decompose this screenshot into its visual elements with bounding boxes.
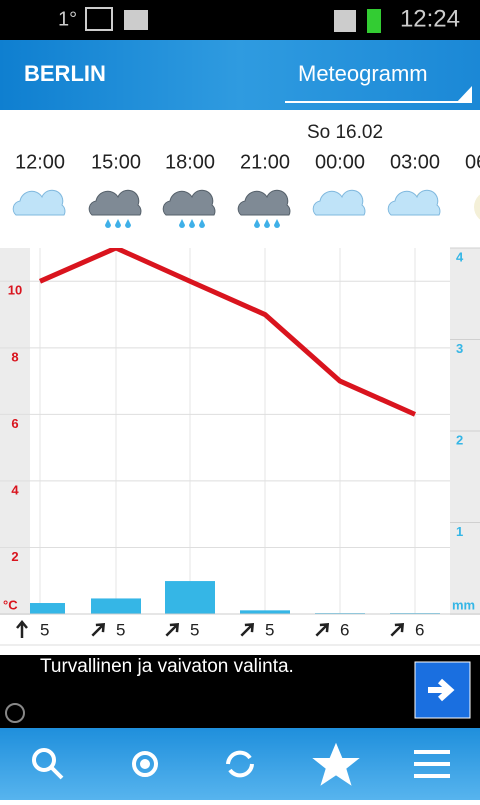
y2-tick-label: 1 — [456, 524, 463, 539]
time-label: 03:00 — [390, 151, 440, 173]
wind-speed: 6 — [340, 620, 349, 639]
weather-icon — [474, 194, 480, 220]
search-button[interactable] — [32, 748, 64, 780]
raindrop — [199, 219, 205, 228]
y-tick-label: 6 — [11, 416, 18, 431]
status-time: 12:24 — [400, 5, 460, 32]
moon — [474, 194, 480, 220]
left-axis-strip — [0, 248, 30, 615]
time-label: 21:00 — [240, 151, 290, 173]
arrow-shape — [165, 622, 180, 637]
precip-bar — [91, 598, 141, 614]
y-tick-label: 2 — [11, 549, 18, 564]
settings-button[interactable] — [414, 750, 450, 778]
wind-speed: 5 — [190, 620, 199, 639]
raindrop — [115, 219, 121, 228]
cloud — [312, 189, 366, 216]
wind-arrow — [91, 622, 106, 637]
signal-icon — [334, 10, 356, 32]
raindrop — [125, 219, 131, 228]
time-label: 15:00 — [91, 151, 141, 173]
wind-arrow — [390, 622, 405, 637]
wind-arrow — [315, 622, 330, 637]
y2-tick-label: 3 — [456, 341, 463, 356]
time-label: 12:00 — [15, 151, 65, 173]
cloud — [387, 189, 441, 216]
ad-info[interactable] — [5, 703, 25, 723]
favorites-button[interactable] — [312, 742, 360, 786]
wind-arrow — [165, 622, 180, 637]
raindrop — [254, 219, 260, 228]
y-tick-label: 10 — [8, 283, 22, 298]
weather-icon — [12, 189, 66, 216]
cloud — [237, 189, 291, 216]
time-label: 18:00 — [165, 151, 215, 173]
y2-tick-label: 2 — [456, 432, 463, 447]
precip-bar — [165, 581, 215, 614]
wind-speed: 5 — [40, 620, 49, 639]
y2-tick-label: 4 — [456, 249, 464, 264]
y-tick-label: 4 — [11, 482, 19, 497]
weather-icon — [387, 189, 441, 216]
plot — [30, 248, 440, 614]
precip-bar — [30, 603, 65, 614]
wind-speed: 6 — [415, 620, 424, 639]
wind-arrow — [240, 622, 255, 637]
city-name[interactable]: BERLIN — [24, 61, 106, 86]
ad-banner[interactable] — [0, 655, 480, 728]
wind-speed: 5 — [265, 620, 274, 639]
temperature-line — [38, 248, 417, 417]
raindrop — [274, 219, 280, 228]
cloud — [88, 189, 142, 216]
arrow-shape — [315, 622, 330, 637]
gallery-icon — [85, 7, 113, 31]
precip-bar — [240, 610, 290, 614]
y-unit: °C — [3, 597, 18, 612]
nav-bar — [0, 728, 480, 800]
selector-arrow — [456, 86, 472, 103]
date-label: So 16.02 — [307, 122, 383, 143]
grid — [39, 248, 416, 614]
time-label: 06:00 — [465, 151, 480, 173]
raindrop — [189, 219, 195, 228]
ad-text[interactable]: Turvallinen ja vaivaton valinta. — [40, 656, 294, 677]
arrow-shape — [240, 622, 255, 637]
status-temp: 1° — [58, 8, 77, 30]
header-bar — [0, 40, 480, 110]
y2-unit: mm — [452, 597, 475, 612]
meteogram: 12:00 15:00 18:00 21:00 00:00 03:00 06:00 2 4 6 8 1… — [0, 151, 480, 639]
arrow-shape — [390, 622, 405, 637]
arrow-shape — [91, 622, 106, 637]
battery-icon — [367, 9, 381, 33]
weather-icon — [162, 189, 216, 228]
status-bar — [0, 0, 480, 40]
wind-arrow — [16, 620, 28, 638]
weather-icon — [237, 189, 291, 228]
cloud — [162, 189, 216, 216]
time-label: 00:00 — [315, 151, 365, 173]
ad-arrow — [428, 678, 455, 702]
task-icon — [124, 10, 148, 30]
arrow-shape — [16, 620, 28, 638]
raindrop — [264, 219, 270, 228]
weather-icon — [88, 189, 142, 228]
refresh-button[interactable] — [226, 750, 254, 778]
view-selector[interactable]: Meteogramm — [298, 61, 428, 86]
raindrop — [105, 219, 111, 228]
raindrop — [179, 219, 185, 228]
cloud — [12, 189, 66, 216]
locate-button[interactable] — [132, 751, 158, 777]
weather-icon — [312, 189, 366, 216]
wind-speed: 5 — [116, 620, 125, 639]
y-tick-label: 8 — [11, 349, 18, 364]
